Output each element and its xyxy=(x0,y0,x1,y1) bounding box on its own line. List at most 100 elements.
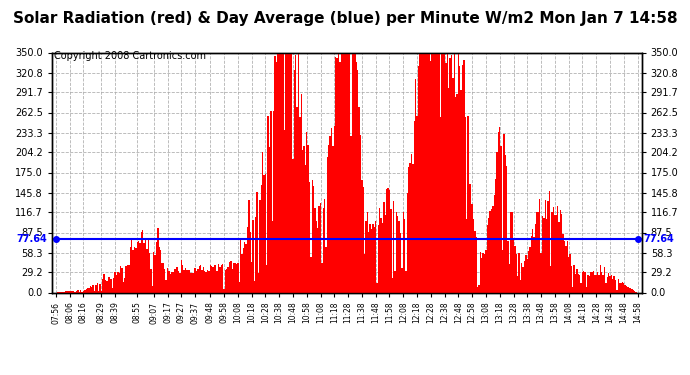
Bar xyxy=(126,266,127,292)
Bar xyxy=(83,291,84,292)
Bar xyxy=(401,268,402,292)
Bar xyxy=(221,265,222,292)
Bar xyxy=(481,258,482,292)
Bar xyxy=(87,288,88,292)
Bar xyxy=(366,212,368,292)
Bar xyxy=(554,215,555,292)
Bar xyxy=(315,208,316,292)
Bar xyxy=(449,57,451,292)
Bar xyxy=(157,228,159,292)
Bar xyxy=(112,288,113,292)
Bar xyxy=(506,166,507,292)
Bar xyxy=(386,189,387,292)
Bar xyxy=(105,280,106,292)
Bar xyxy=(373,227,375,292)
Bar xyxy=(569,254,571,292)
Bar xyxy=(294,70,295,292)
Bar xyxy=(531,237,532,292)
Bar xyxy=(486,225,488,292)
Bar xyxy=(620,283,622,292)
Bar xyxy=(493,195,495,292)
Bar xyxy=(540,253,542,292)
Bar xyxy=(334,126,335,292)
Bar xyxy=(565,246,566,292)
Bar xyxy=(206,272,207,292)
Bar xyxy=(171,272,172,292)
Bar xyxy=(280,49,282,292)
Bar xyxy=(572,287,573,292)
Bar xyxy=(488,218,489,292)
Bar xyxy=(326,247,327,292)
Bar xyxy=(550,267,551,292)
Bar xyxy=(117,272,119,292)
Bar xyxy=(327,158,328,292)
Bar xyxy=(182,265,184,292)
Bar xyxy=(422,49,423,292)
Bar xyxy=(615,280,616,292)
Bar xyxy=(583,271,584,292)
Bar xyxy=(304,146,305,292)
Bar xyxy=(404,219,405,292)
Bar xyxy=(361,180,362,292)
Bar xyxy=(591,272,593,292)
Bar xyxy=(113,278,115,292)
Bar xyxy=(161,263,163,292)
Bar xyxy=(380,218,382,292)
Bar xyxy=(90,286,91,292)
Bar xyxy=(524,261,525,292)
Bar xyxy=(230,261,232,292)
Bar xyxy=(233,263,235,292)
Bar xyxy=(469,184,470,292)
Bar xyxy=(419,49,420,292)
Bar xyxy=(208,271,210,292)
Bar xyxy=(571,266,572,292)
Bar xyxy=(282,49,283,292)
Bar xyxy=(275,56,276,292)
Bar xyxy=(255,217,257,292)
Bar xyxy=(299,117,301,292)
Bar xyxy=(431,49,433,292)
Bar xyxy=(371,230,372,292)
Bar xyxy=(224,290,225,292)
Bar xyxy=(341,49,342,292)
Bar xyxy=(279,49,280,292)
Bar xyxy=(229,262,230,292)
Bar xyxy=(520,280,521,292)
Bar xyxy=(186,270,188,292)
Bar xyxy=(484,254,485,292)
Bar xyxy=(65,291,66,292)
Bar xyxy=(397,216,398,292)
Bar xyxy=(551,212,553,292)
Bar xyxy=(181,260,182,292)
Bar xyxy=(624,285,626,292)
Bar xyxy=(348,49,350,292)
Bar xyxy=(467,116,469,292)
Bar xyxy=(489,211,491,292)
Bar xyxy=(283,49,284,292)
Bar xyxy=(629,288,630,292)
Bar xyxy=(462,65,463,292)
Bar xyxy=(518,253,520,292)
Bar xyxy=(330,136,331,292)
Bar xyxy=(358,106,359,292)
Bar xyxy=(179,273,181,292)
Bar xyxy=(149,253,150,292)
Bar xyxy=(438,49,440,292)
Bar xyxy=(497,132,499,292)
Bar xyxy=(258,273,259,292)
Bar xyxy=(338,49,339,292)
Bar xyxy=(558,222,560,292)
Bar xyxy=(522,267,524,292)
Bar xyxy=(582,272,583,292)
Bar xyxy=(313,186,315,292)
Bar xyxy=(605,283,607,292)
Bar xyxy=(609,276,611,292)
Bar xyxy=(160,250,161,292)
Bar xyxy=(237,263,239,292)
Bar xyxy=(235,262,236,292)
Bar xyxy=(619,283,620,292)
Bar xyxy=(455,97,456,292)
Bar xyxy=(442,49,444,292)
Bar xyxy=(308,145,309,292)
Bar xyxy=(248,200,250,292)
